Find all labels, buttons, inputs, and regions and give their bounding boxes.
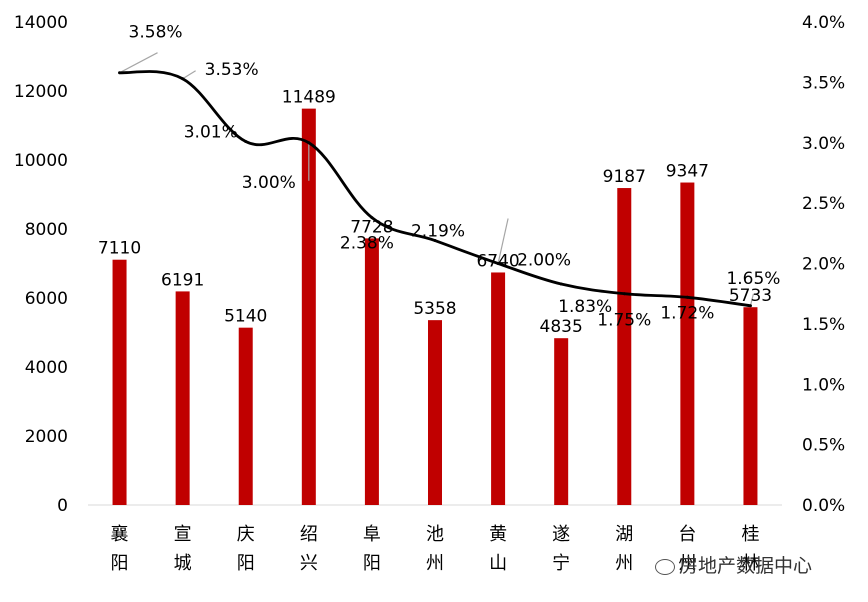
bar-value-label: 5733: [729, 286, 772, 306]
x-tick-label: 宣: [174, 524, 192, 545]
x-tick-label: 湖: [615, 524, 633, 545]
line-point-3: [244, 140, 248, 144]
x-tick-label: 阳: [363, 553, 381, 574]
x-tick-label: 池: [426, 524, 444, 545]
line-series: [118, 70, 752, 308]
y-left-tick: 2000: [25, 427, 68, 447]
x-tick-label: 黄: [489, 524, 507, 545]
x-tick-label: 城: [174, 553, 192, 574]
x-tick-label: 州: [678, 553, 696, 574]
bar-9: [617, 188, 632, 505]
watermark-text: 房地产数据中心: [679, 555, 813, 577]
x-tick-label: 州: [615, 553, 633, 574]
y-right-tick: 3.0%: [802, 134, 845, 154]
label-leaders: [119, 52, 755, 306]
wechat-icon: [655, 558, 675, 575]
line-point-4: [307, 141, 311, 145]
y-left-tick: 8000: [25, 220, 68, 240]
y-right-tick: 1.0%: [802, 375, 845, 395]
line-value-label: 1.65%: [726, 269, 780, 289]
line-point-8: [559, 282, 563, 286]
bar-value-label: 9187: [603, 167, 646, 187]
bar-10: [680, 182, 695, 505]
y-left-tick: 10000: [14, 151, 68, 171]
bar-value-label: 11489: [282, 88, 336, 108]
watermark: 房地产数据中心: [655, 551, 812, 578]
line-point-2: [181, 77, 185, 81]
data-labels: 7110 6191 5140 11489 7728 5358 6740 4835 9187 934…: [98, 23, 781, 337]
line-point-7: [496, 262, 500, 265]
bar-3: [238, 327, 253, 505]
x-tick-label: 庆: [237, 524, 255, 545]
bar-8: [554, 338, 569, 505]
bar-value-label: 4835: [540, 317, 583, 337]
label-leader-line: [119, 52, 158, 74]
bar-7: [491, 272, 506, 505]
x-tick-label: 山: [489, 553, 507, 574]
x-tick-label: 阳: [111, 553, 129, 574]
label-leader-line: [497, 218, 509, 264]
x-tick-label: 阜: [363, 524, 381, 545]
y-right-tick: 4.0%: [802, 13, 845, 33]
x-tick-label: 桂: [741, 524, 759, 545]
x-tick-label: 绍: [300, 524, 318, 545]
line-value-label: 3.01%: [184, 123, 238, 143]
bar-value-label: 6191: [161, 270, 204, 290]
bar-1: [112, 259, 127, 505]
bar-value-label: 7110: [98, 239, 141, 259]
bar-value-label: 9347: [666, 162, 709, 182]
x-tick-label: 宁: [552, 553, 570, 574]
bar-6: [428, 320, 442, 505]
line-value-label: 3.53%: [205, 60, 259, 80]
bar-value-label: 7728: [350, 217, 393, 237]
bar-4: [301, 108, 316, 505]
x-tick-label: 襄: [111, 524, 129, 545]
bar-value-label: 5140: [224, 307, 267, 327]
y-right-tick: 0.0%: [802, 496, 845, 516]
line-value-label: 2.00%: [517, 251, 571, 271]
bar-value-label: 5358: [413, 299, 456, 319]
line-point-5: [370, 216, 374, 220]
line-point-6: [433, 239, 437, 243]
line-path: [119, 70, 751, 308]
y-right-tick: 0.5%: [802, 436, 845, 456]
bars: [112, 108, 758, 505]
label-leader-line: [182, 70, 196, 80]
y-right-tick: 3.5%: [802, 73, 845, 93]
y-left-tick: 12000: [14, 82, 68, 102]
bar-value-label: 6740: [476, 251, 519, 271]
y-left-tick: 14000: [14, 13, 68, 33]
x-tick-label: 阳: [237, 553, 255, 574]
line-point-1: [118, 71, 122, 75]
bar-2: [175, 291, 190, 505]
line-point-9: [622, 292, 626, 296]
x-tick-label: 遂: [552, 524, 570, 545]
x-tick-label: 林: [741, 553, 759, 574]
line-value-label: 2.38%: [340, 234, 394, 254]
line-point-11: [748, 304, 752, 308]
x-tick-label: 台: [678, 524, 696, 545]
line-value-label: 3.58%: [129, 23, 183, 43]
y-left-tick: 4000: [25, 358, 68, 378]
y-right-tick: 2.0%: [802, 255, 845, 275]
line-value-label: 3.00%: [242, 173, 296, 193]
x-tick-label: 州: [426, 553, 444, 574]
line-value-label: 1.72%: [660, 303, 714, 323]
line-point-10: [685, 295, 689, 299]
y-right-tick: 2.5%: [802, 194, 845, 214]
line-value-label: 1.75%: [597, 311, 651, 331]
y-left-tick: 6000: [25, 289, 68, 309]
y-right-tick: 1.5%: [802, 315, 845, 335]
line-value-label: 2.19%: [411, 222, 465, 242]
line-value-label: 1.83%: [558, 297, 612, 317]
bar-11: [743, 307, 758, 505]
bar-5: [364, 238, 379, 505]
y-left-tick: 0: [57, 496, 68, 516]
label-leader-line: [749, 293, 755, 306]
tick-labels: 0 2000 4000 6000 8000 10000 12000 14000 0.0% 0.5%…: [14, 13, 845, 574]
x-tick-label: 兴: [300, 553, 318, 574]
